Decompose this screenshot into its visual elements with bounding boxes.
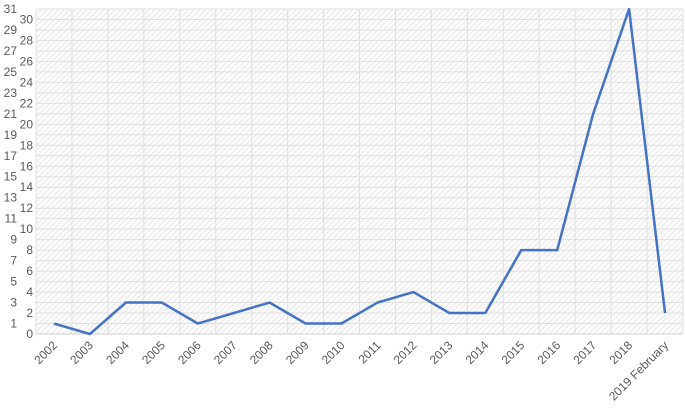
y-tick-label: 10 [20,222,34,236]
y-tick-label: 25 [4,65,18,79]
y-tick-label: 23 [4,86,18,100]
y-tick-label: 4 [26,285,33,299]
x-tick-label: 2007 [211,338,240,367]
x-tick-label: 2018 [606,338,635,367]
y-tick-label: 27 [4,44,18,58]
y-tick-label: 3 [10,296,17,310]
y-axis: 0123456789101112131415161718192021222324… [4,2,34,341]
y-tick-label: 21 [4,107,18,121]
y-tick-label: 11 [5,212,18,226]
x-tick-label: 2008 [247,338,276,367]
y-tick-label: 17 [4,149,18,163]
y-tick-label: 13 [4,191,18,205]
y-tick-label: 5 [10,275,17,289]
y-tick-label: 7 [10,254,17,268]
y-tick-label: 1 [10,317,17,331]
y-tick-label: 26 [20,54,34,68]
x-tick-label: 2003 [67,338,96,367]
x-tick-label: 2006 [175,338,204,367]
y-tick-label: 6 [26,264,33,278]
y-tick-label: 31 [4,2,18,16]
y-tick-label: 29 [4,23,18,37]
x-tick-label: 2013 [427,338,456,367]
y-tick-label: 0 [26,327,33,341]
y-tick-label: 2 [26,306,33,320]
y-tick-label: 16 [20,159,34,173]
y-tick-label: 28 [20,33,34,47]
x-tick-label: 2011 [355,338,383,366]
y-tick-label: 15 [4,170,18,184]
y-tick-label: 14 [20,180,34,194]
y-tick-label: 22 [20,96,34,110]
x-tick-label: 2012 [391,338,420,367]
y-tick-label: 24 [20,75,34,89]
x-tick-label: 2010 [319,338,348,367]
y-tick-label: 30 [20,12,34,26]
x-tick-label: 2004 [103,338,132,367]
x-tick-label: 2005 [139,338,168,367]
y-tick-label: 9 [10,233,17,247]
x-tick-label: 2017 [570,338,599,367]
y-tick-label: 19 [4,128,18,142]
x-tick-label: 2002 [31,338,60,367]
x-tick-label: 2009 [283,338,312,367]
x-tick-label: 2015 [499,338,528,367]
x-tick-label: 2016 [535,338,564,367]
y-tick-label: 18 [20,138,34,152]
x-tick-label: 2014 [463,338,492,367]
y-tick-label: 12 [20,201,34,215]
y-tick-label: 20 [20,117,34,131]
y-tick-label: 8 [26,243,33,257]
